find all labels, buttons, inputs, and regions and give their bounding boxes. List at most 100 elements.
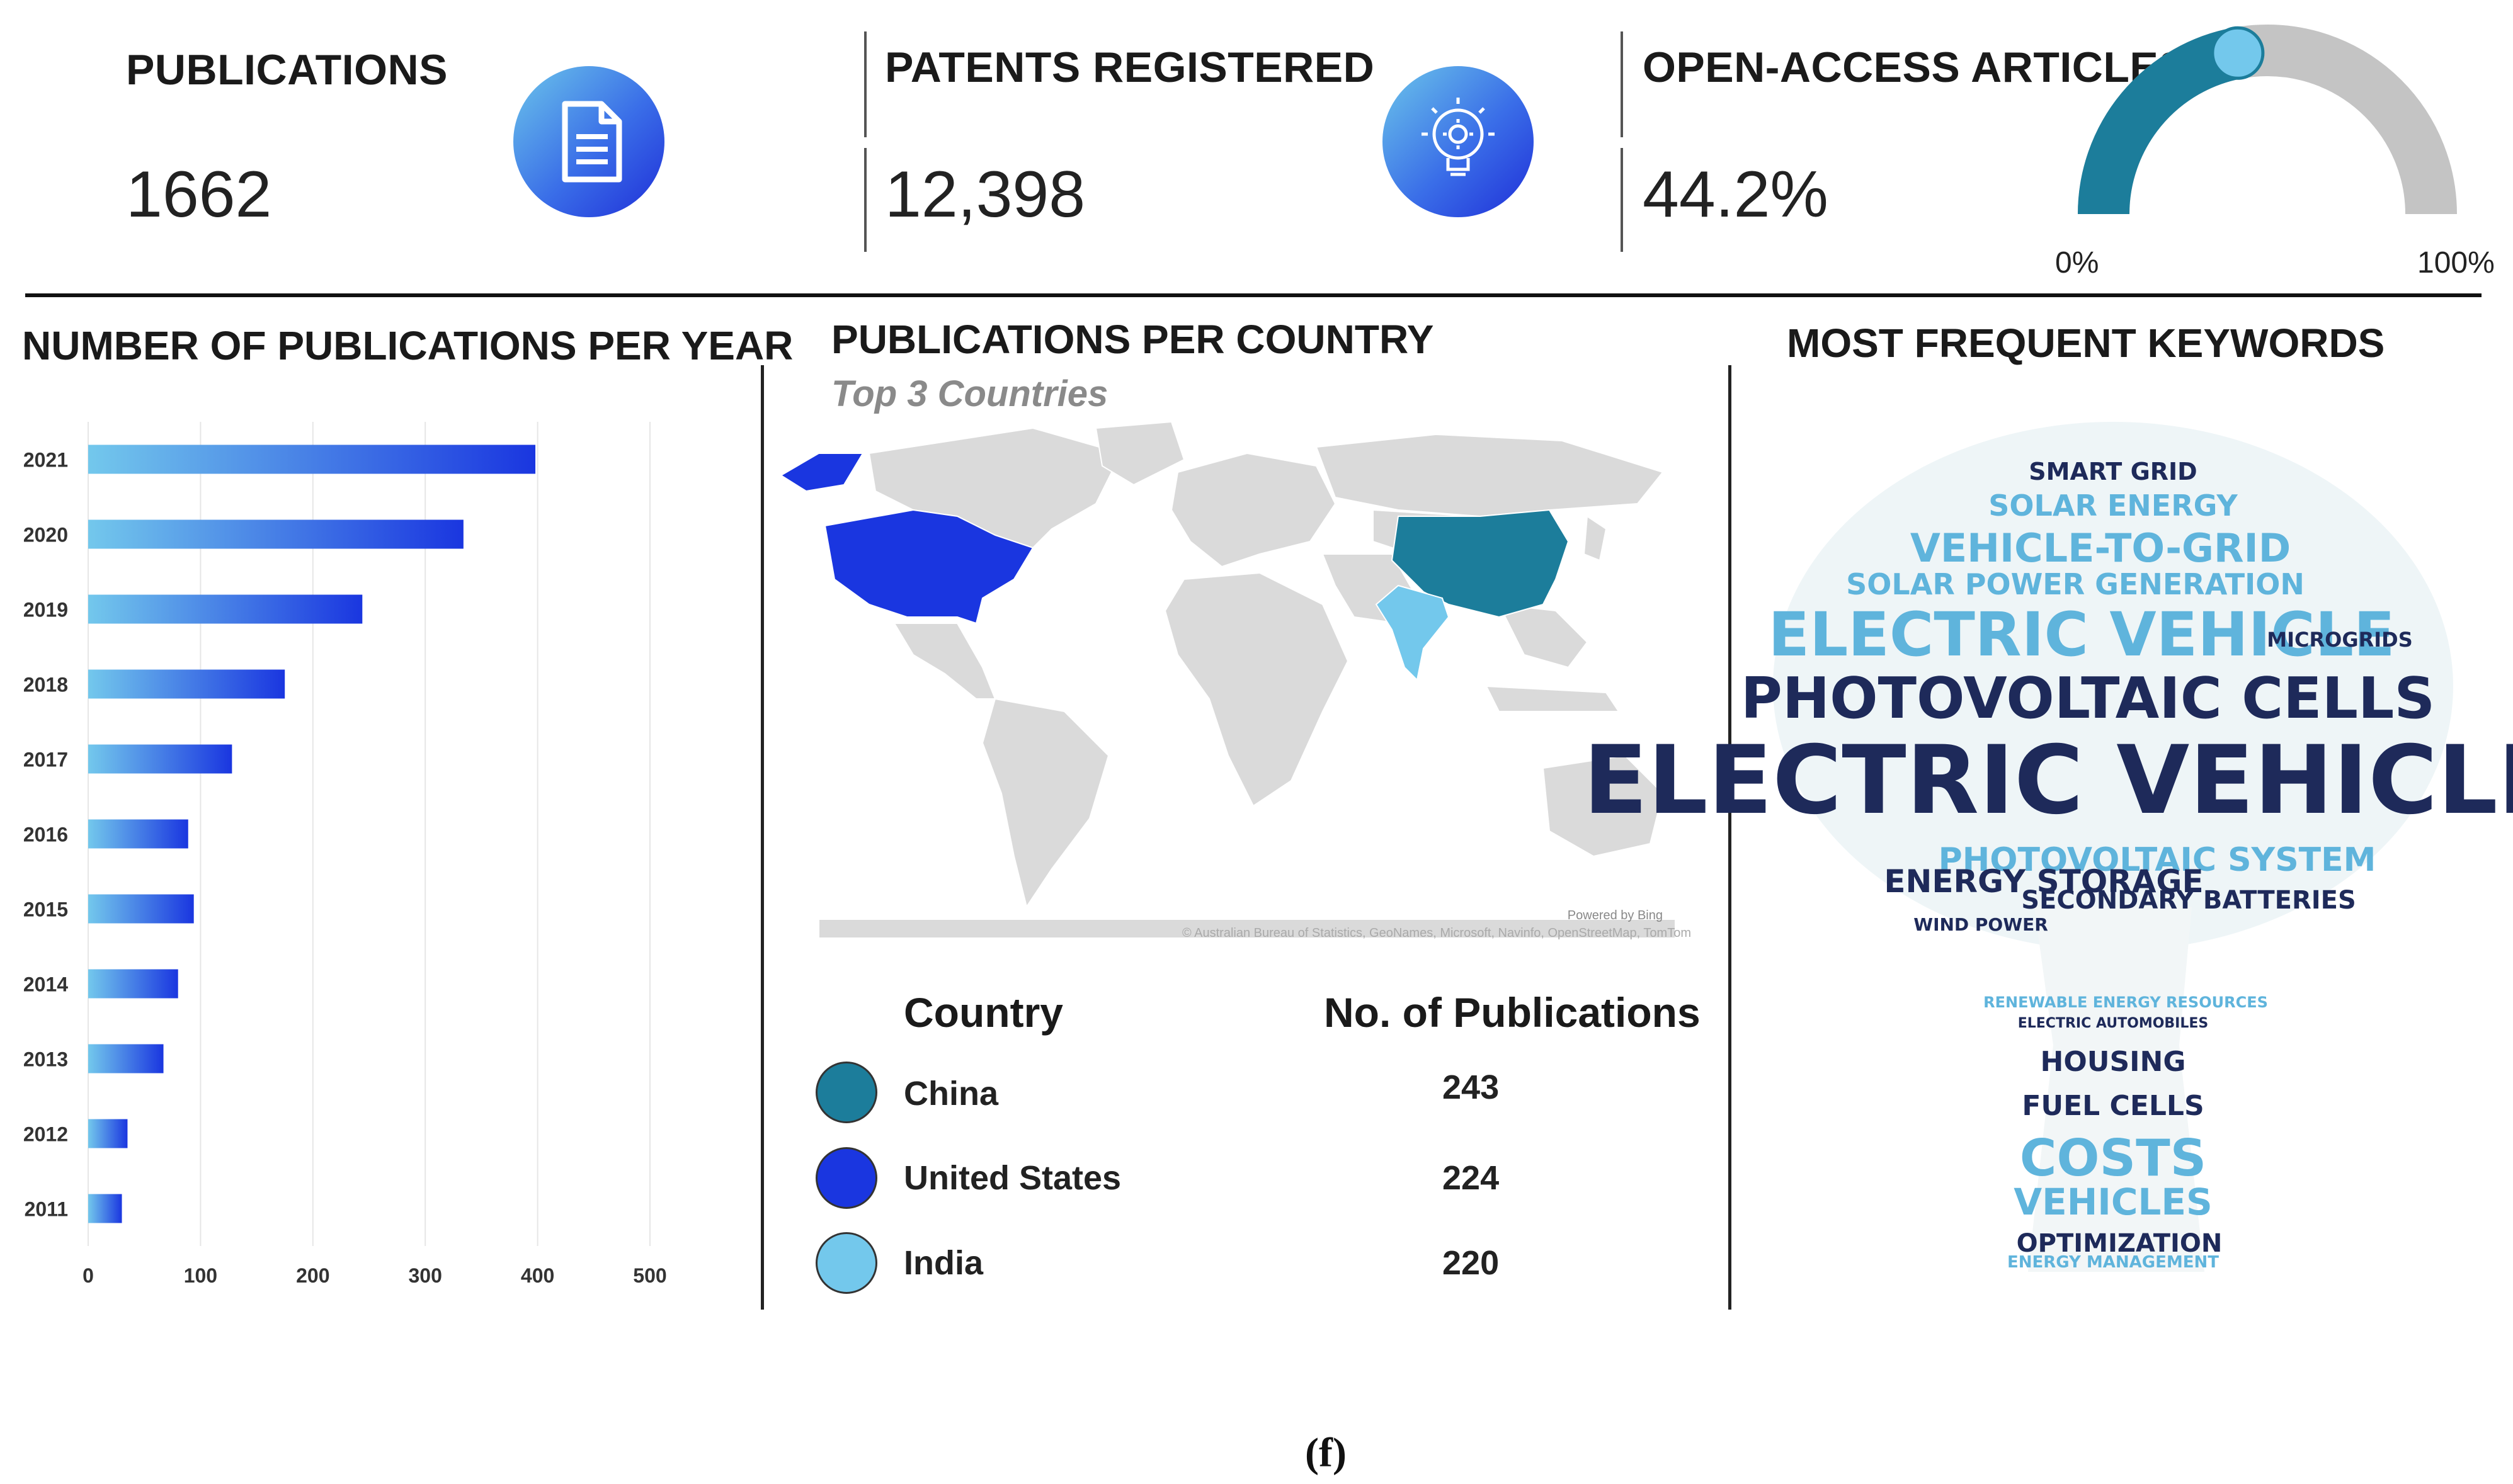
- y-tick-label: 2019: [23, 599, 68, 621]
- map-title: PUBLICATIONS PER COUNTRY: [831, 317, 1434, 362]
- map-antarctica: [818, 919, 1676, 939]
- section-divider-1: [761, 365, 764, 1310]
- keyword: ELECTRIC VEHICLES: [1583, 726, 2513, 835]
- x-tick-label: 400: [521, 1264, 554, 1287]
- map-indonesia: [1485, 685, 1620, 712]
- map-united-states: [824, 509, 1034, 625]
- map-europe: [1170, 452, 1336, 568]
- bar-2020: [88, 519, 464, 549]
- map-greenland: [1095, 421, 1185, 486]
- open-access-value: 44.2%: [1643, 158, 1828, 231]
- x-tick-label: 200: [296, 1264, 329, 1287]
- keyword: RENEWABLE ENERGY RESOURCES: [1983, 994, 2268, 1011]
- gauge-min-label: 0%: [2055, 246, 2099, 280]
- map-africa: [1164, 572, 1349, 807]
- keyword: SECONDARY BATTERIES: [2021, 886, 2356, 915]
- map-subtitle: Top 3 Countries: [831, 373, 1108, 414]
- legend-country-united-states: United States: [904, 1159, 1122, 1197]
- keyword: HOUSING: [2040, 1046, 2186, 1078]
- x-tick-label: 300: [409, 1264, 442, 1287]
- open-access-title: OPEN-ACCESS ARTICLES: [1643, 43, 2188, 91]
- world-map: Powered by Bing © Australian Bureau of S…: [780, 421, 1691, 940]
- keyword: SMART GRID: [2029, 458, 2197, 485]
- open-access-gauge: [2078, 25, 2457, 215]
- gauge-knob: [2211, 26, 2265, 80]
- patents-title: PATENTS REGISTERED: [885, 43, 1375, 91]
- map-china: [1391, 509, 1570, 618]
- legend-country-header: Country: [904, 989, 1063, 1036]
- map-powered-by: Powered by Bing: [1568, 909, 1663, 922]
- header-divider: [25, 293, 2482, 297]
- map-russia: [1315, 433, 1664, 518]
- keyword: ENERGY STORAGE: [1884, 863, 2204, 900]
- y-tick-label: 2013: [23, 1048, 68, 1071]
- map-australia: [1542, 754, 1664, 858]
- y-tick-label: 2012: [23, 1123, 68, 1146]
- y-tick-label: 2015: [23, 898, 68, 921]
- legend-dot-india: [816, 1232, 877, 1294]
- section-divider-2: [1728, 365, 1731, 1310]
- legend-dot-china: [816, 1062, 877, 1123]
- keywords-title: MOST FREQUENT KEYWORDS: [1787, 320, 2385, 366]
- kpi-divider-1b: [864, 148, 867, 252]
- publications-title: PUBLICATIONS: [126, 46, 448, 94]
- keyword: ENERGY MANAGEMENT: [2007, 1253, 2220, 1272]
- map-south-america: [981, 698, 1110, 909]
- legend-count-united-states: 224: [1442, 1159, 1500, 1197]
- keyword: OPTIMIZATION: [2016, 1229, 2223, 1258]
- keyword: VEHICLE-TO-GRID: [1910, 525, 2291, 571]
- y-tick-label: 2016: [23, 824, 68, 846]
- legend-dot-united-states: [816, 1147, 877, 1209]
- patents-value: 12,398: [885, 158, 1086, 231]
- map-attribution: © Australian Bureau of Statistics, GeoNa…: [1182, 926, 1691, 940]
- x-tick-label: 100: [184, 1264, 217, 1287]
- gauge-fill: [2078, 27, 2243, 215]
- legend-country-india: India: [904, 1244, 984, 1282]
- map-southeast-asia: [1498, 603, 1588, 669]
- legend-country-china: China: [904, 1075, 999, 1113]
- keyword: COSTS: [2019, 1129, 2207, 1187]
- keyword: SOLAR ENERGY: [1988, 489, 2238, 523]
- keyword: MICROGRIDS: [2267, 628, 2413, 652]
- bar-2015: [88, 894, 194, 924]
- keyword: PHOTOVOLTAIC SYSTEM: [1938, 841, 2376, 879]
- kpi-divider-2b: [1621, 148, 1623, 252]
- keyword: SOLAR POWER GENERATION: [1846, 567, 2305, 601]
- keyword: ELECTRIC AUTOMOBILES: [2017, 1016, 2209, 1031]
- gauge-max-label: 100%: [2417, 246, 2495, 280]
- x-tick-label: 500: [633, 1264, 666, 1287]
- bar-chart-title: NUMBER OF PUBLICATIONS PER YEAR: [22, 323, 794, 368]
- y-tick-label: 2021: [23, 449, 68, 472]
- kpi-divider-1: [864, 31, 867, 137]
- bar-2016: [88, 819, 188, 849]
- y-tick-label: 2020: [23, 524, 68, 547]
- legend-count-header: No. of Publications: [1324, 989, 1701, 1036]
- keyword: ELECTRIC VEHICLE: [1768, 599, 2395, 670]
- bar-2013: [88, 1044, 164, 1073]
- x-tick-label: 0: [83, 1264, 94, 1287]
- bar-2017: [88, 744, 232, 774]
- bar-2019: [88, 594, 363, 624]
- y-tick-label: 2014: [23, 973, 68, 996]
- bar-2014: [88, 969, 178, 999]
- map-central-america: [893, 623, 996, 700]
- figure-caption: (f): [1305, 1430, 1347, 1476]
- bar-2021: [88, 445, 536, 474]
- map-alaska: [780, 453, 864, 492]
- y-tick-label: 2018: [23, 674, 68, 696]
- legend-count-china: 243: [1442, 1068, 1500, 1106]
- kpi-divider-2: [1621, 31, 1623, 137]
- publications-value: 1662: [126, 158, 272, 231]
- keyword: WIND POWER: [1913, 914, 2048, 935]
- keyword: FUEL CELLS: [2022, 1090, 2204, 1122]
- keyword: VEHICLES: [2014, 1181, 2213, 1223]
- bar-2012: [88, 1119, 128, 1148]
- publications-per-year-chart: 0 100 200 300 400 500 2021 2020 2019 2018 2017 2016…: [23, 422, 667, 1287]
- bar-2011: [88, 1194, 122, 1223]
- document-icon: [513, 66, 664, 217]
- y-tick-label: 2017: [23, 749, 68, 771]
- legend-count-india: 220: [1442, 1244, 1500, 1282]
- keyword-tree-shape: [1773, 422, 2453, 1272]
- keyword: PHOTOVOLTAIC CELLS: [1740, 666, 2436, 732]
- lightbulb-gear-icon: [1382, 66, 1534, 217]
